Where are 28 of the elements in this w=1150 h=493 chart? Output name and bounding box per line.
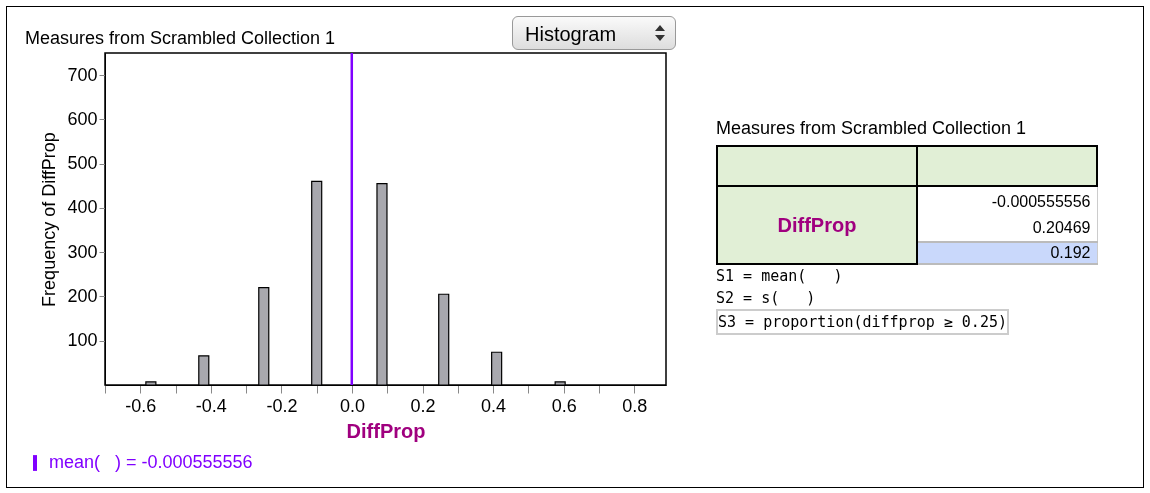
x-tick-label: 0.8 [622,395,648,416]
y-tick-label: 300 [67,241,98,262]
legend-label: mean( ) = -0.000555556 [49,452,253,472]
y-tick-label: 400 [67,197,98,218]
text: S3 = proportion(diffprop ≥ 0.25) [716,309,1009,335]
text: S1 = mean( ) [716,266,844,287]
text: DiffProp [717,186,917,264]
text: 0.20469 [917,215,1097,242]
x-tick-label: 0.6 [551,395,577,416]
y-tick-label: 600 [67,108,98,129]
y-tick-label: 100 [67,330,98,351]
y-tick-label: 500 [67,153,98,174]
x-tick-label: -0.6 [125,395,157,416]
x-tick-label: 0.0 [339,395,365,416]
text: S2 = s( ) [716,288,817,309]
dropdown-menu: Histogram [512,16,676,50]
y-axis-title: Frequency of DiffProp [39,132,60,307]
text: 0.192 [917,242,1097,264]
x-tick-label: -0.2 [266,395,298,416]
text: Measures from Scrambled Collection 1 [716,118,1028,139]
y-tick-label: 700 [67,64,98,85]
chart-title: Measures from Scrambled Collection 1 [25,27,336,48]
x-tick-label: -0.4 [195,395,227,416]
x-axis-title: DiffProp [346,419,426,442]
y-tick-label: 200 [67,285,98,306]
x-tick-label: 0.2 [410,395,436,416]
text: -0.000555556 [917,186,1097,215]
x-tick-label: 0.4 [481,395,507,416]
